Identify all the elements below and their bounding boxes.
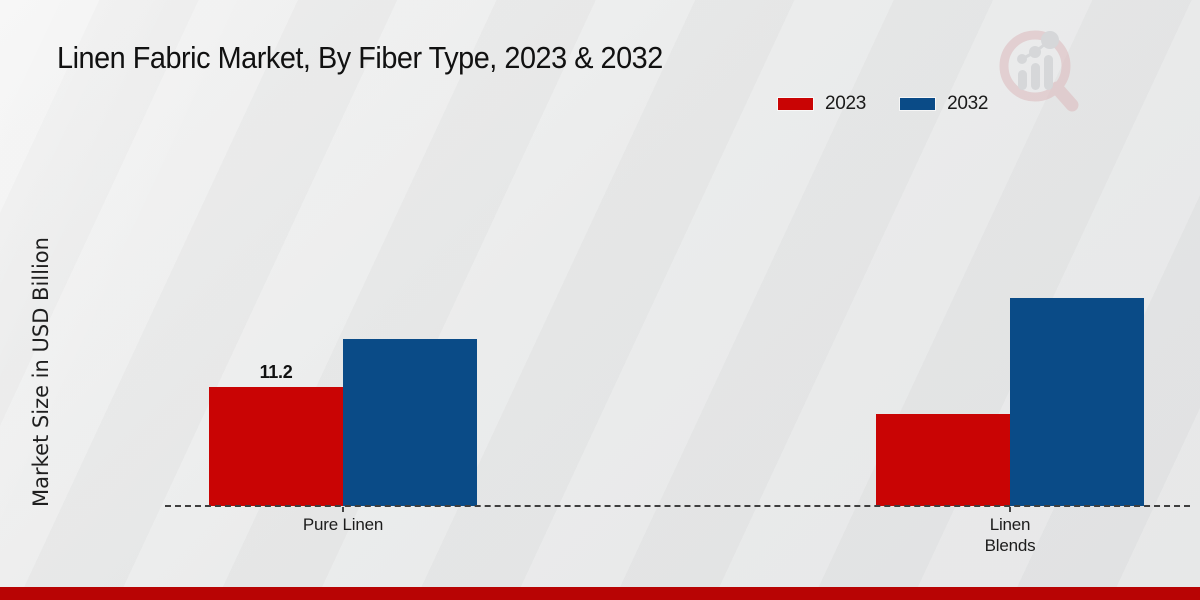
x-axis-tick — [1009, 507, 1011, 512]
bar-value-label: 11.2 — [259, 362, 293, 382]
x-axis-baseline — [165, 505, 1190, 507]
x-axis-category-label: Linen Blends — [984, 515, 1036, 555]
x-axis-tick — [342, 507, 344, 512]
chart-title: Linen Fabric Market, By Fiber Type, 2023… — [57, 40, 663, 75]
legend-item-2032[interactable]: 2032 — [899, 93, 989, 115]
legend-swatch-2023 — [777, 97, 814, 111]
legend: 2023 2032 — [777, 93, 989, 115]
legend-label-2032: 2032 — [947, 93, 989, 114]
bar-2023-pure-linen[interactable] — [209, 387, 343, 506]
bar-2032-pure-linen[interactable] — [343, 339, 477, 506]
bar-2032-linen-blends[interactable] — [1010, 297, 1144, 506]
magnifier-bar-chart-logo-icon — [999, 30, 1079, 112]
x-axis-category-label: Pure Linen — [302, 515, 384, 534]
footer-band — [0, 587, 1200, 600]
legend-swatch-2032 — [899, 97, 937, 111]
legend-item-2023[interactable]: 2023 — [777, 93, 867, 115]
legend-label-2023: 2023 — [825, 93, 867, 114]
bar-2023-linen-blends[interactable] — [876, 413, 1010, 506]
